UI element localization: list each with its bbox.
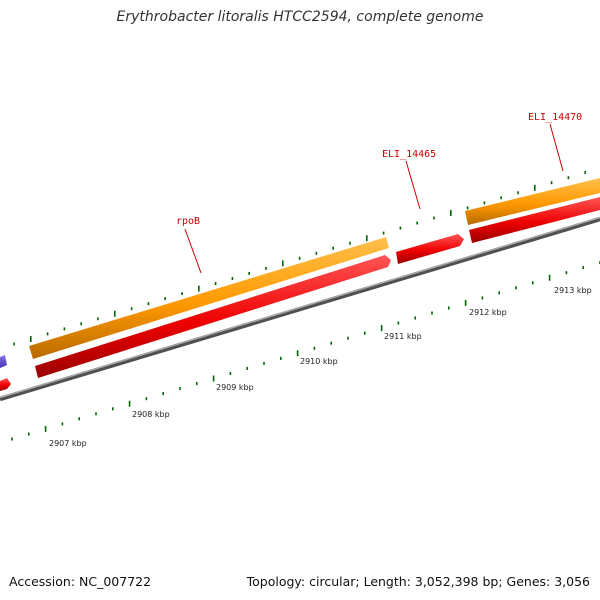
gene-eli14470-forward[interactable]	[465, 178, 600, 225]
feature-partial-left[interactable]	[0, 355, 7, 368]
genome-backbone	[0, 216, 600, 402]
scale-ticks	[11, 261, 600, 441]
scale-label-2911: 2911 kbp	[384, 332, 422, 341]
gene-rpob-forward[interactable]	[29, 237, 389, 359]
reverse-gene-track	[0, 197, 600, 391]
gene-partial-left-reverse[interactable]	[0, 378, 11, 391]
gene-label-eli14465[interactable]: ELI_14465	[382, 149, 436, 160]
map-title: Erythrobacter litoralis HTCC2594, comple…	[116, 9, 484, 25]
scale-label-2910: 2910 kbp	[300, 357, 338, 366]
gene-label-rpob[interactable]: rpoB	[176, 216, 200, 227]
scale-label-2913: 2913 kbp	[554, 286, 592, 295]
gene-eli14470-reverse[interactable]	[469, 197, 600, 243]
genome-stats-label: Topology: circular; Length: 3,052,398 bp…	[246, 574, 590, 589]
gene-eli14465-reverse[interactable]	[396, 234, 464, 264]
scale-label-2912: 2912 kbp	[469, 308, 507, 317]
scale-label-2907: 2907 kbp	[49, 439, 87, 448]
scale-label-2908: 2908 kbp	[132, 410, 170, 419]
gene-label-leaders	[184, 123, 564, 274]
scale-label-2909: 2909 kbp	[216, 383, 254, 392]
gene-track-ticks	[13, 171, 587, 346]
gene-label-eli14470[interactable]: ELI_14470	[528, 112, 582, 123]
gene-rpob-reverse[interactable]	[35, 255, 391, 378]
forward-gene-track	[29, 178, 600, 359]
accession-label: Accession: NC_007722	[9, 574, 152, 589]
